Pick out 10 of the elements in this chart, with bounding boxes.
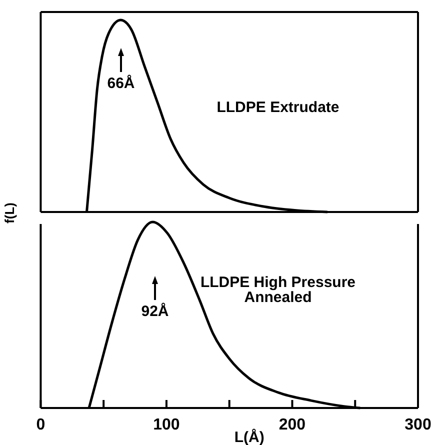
annotation: 66Å [107, 74, 135, 92]
annotation: LLDPE Extrudate [216, 99, 340, 116]
annotation: LLDPE High Pressure Annealed [200, 274, 356, 306]
x-tick-label: 100 [153, 416, 180, 434]
x-axis-title: L(Å) [234, 428, 264, 445]
x-tick-label: 0 [36, 416, 46, 434]
y-axis-title: f(L) [2, 202, 17, 224]
x-tick-label: 200 [278, 416, 306, 434]
x-tick-label: 300 [404, 416, 432, 434]
annotation: 92Å [141, 302, 169, 320]
